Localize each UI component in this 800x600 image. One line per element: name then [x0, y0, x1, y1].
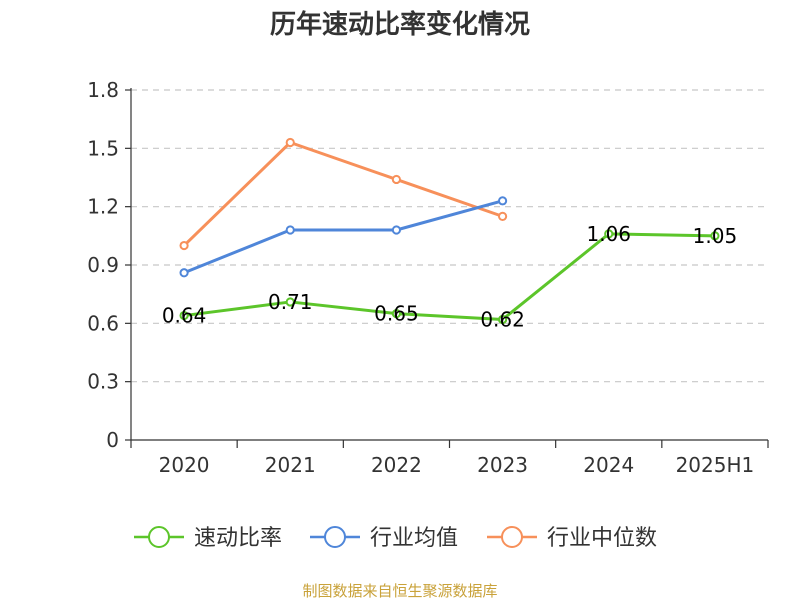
y-axis: 0 0.3 0.6 0.9 1.2 1.5 1.8	[87, 78, 132, 452]
legend-marker	[324, 526, 346, 548]
data-point	[285, 225, 295, 235]
x-tick-label: 2020	[159, 453, 210, 477]
series-2	[179, 137, 508, 251]
series-1	[179, 196, 508, 278]
y-tick-label: 0.3	[87, 370, 119, 394]
legend-item: 行业均值	[310, 526, 458, 551]
legend: 速动比率 行业均值 行业中位数	[134, 526, 657, 551]
x-tick-label: 2025H1	[676, 453, 755, 477]
data-labels: 0.64 0.71 0.65 0.62 1.06 1.05	[162, 222, 737, 332]
series-line	[183, 199, 503, 275]
data-point	[710, 231, 720, 241]
data-point	[497, 314, 508, 325]
x-tick-label: 2024	[583, 453, 634, 477]
data-label: 1.05	[693, 224, 738, 248]
data-point	[179, 268, 189, 278]
series-0	[179, 229, 720, 325]
legend-marker	[148, 526, 170, 548]
data-point	[285, 137, 295, 148]
series-line	[183, 141, 504, 247]
data-point	[497, 196, 508, 206]
data-point	[391, 174, 402, 185]
y-tick-label: 1.5	[87, 136, 119, 160]
legend-label: 速动比率	[194, 526, 282, 551]
legend-label: 行业均值	[370, 526, 458, 551]
y-tick-label: 0.9	[87, 253, 119, 277]
x-axis: 2020 2021 2022 2023 2024 2025H1	[130, 439, 769, 477]
grid	[131, 89, 768, 383]
y-tick-label: 0.6	[87, 311, 119, 335]
data-point	[604, 229, 614, 239]
legend-item: 速动比率	[134, 526, 282, 551]
data-point	[179, 240, 189, 251]
legend-marker	[501, 526, 523, 548]
y-tick-label: 1.2	[87, 195, 119, 219]
series-group	[179, 137, 720, 325]
data-point	[285, 297, 295, 307]
legend-label: 行业中位数	[547, 526, 657, 551]
data-label: 1.06	[586, 222, 631, 246]
data-point	[391, 309, 402, 319]
data-label: 0.65	[374, 302, 419, 326]
x-tick-label: 2022	[371, 453, 422, 477]
y-tick-label: 1.8	[87, 78, 119, 102]
data-point	[179, 310, 189, 321]
legend-item: 行业中位数	[487, 526, 657, 551]
x-tick-label: 2023	[477, 453, 528, 477]
x-tick-label: 2021	[265, 453, 316, 477]
data-label: 0.64	[162, 304, 207, 328]
chart-title: 历年速动比率变化情况	[270, 9, 530, 40]
data-label: 0.62	[480, 307, 525, 331]
data-label: 0.71	[268, 290, 313, 314]
y-tick-label: 0	[106, 428, 119, 452]
series-line	[183, 232, 715, 321]
data-point	[497, 211, 508, 221]
data-point	[391, 225, 402, 235]
source-note: 制图数据来自恒生聚源数据库	[302, 582, 497, 600]
